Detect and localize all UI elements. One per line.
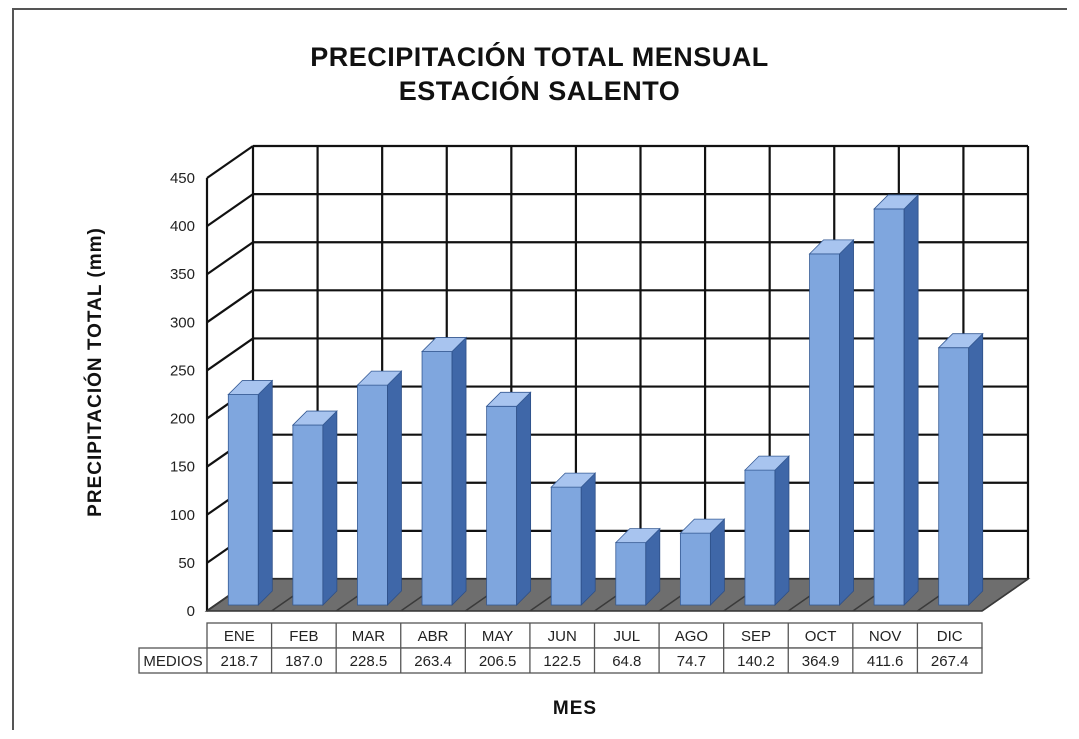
bar-front (809, 253, 840, 606)
y-axis-ticks: 0 50 100 150 200 250 300 350 400 450 (170, 170, 195, 620)
gridline-side (206, 337, 254, 372)
x-tick-label: MAY (482, 628, 513, 645)
bar-oct (808, 238, 855, 606)
chart-title-line-2: ESTACIÓN SALENTO (398, 76, 681, 106)
data-label: 263.4 (414, 653, 452, 670)
bar-side (709, 518, 725, 606)
data-label: 267.4 (931, 653, 969, 670)
bar-front (679, 532, 711, 606)
y-tick-label: 50 (178, 555, 195, 572)
chart-title-line-1: PRECIPITACIÓN TOTAL MENSUAL (310, 42, 769, 72)
gridline-side (206, 193, 254, 228)
data-label: 64.8 (612, 653, 641, 670)
bar-dic (937, 332, 984, 606)
x-axis-title: MES (553, 698, 597, 719)
bar-front (873, 208, 905, 606)
x-tick-label: ABR (418, 628, 449, 645)
x-tick-label: JUL (613, 628, 640, 645)
y-tick-label: 350 (170, 266, 195, 283)
gridline-side (206, 145, 254, 179)
bar-abr (421, 336, 468, 606)
bar-feb (291, 410, 338, 606)
bar-side (322, 410, 338, 606)
data-label: 206.5 (479, 653, 517, 670)
bar-side (516, 391, 532, 606)
bar-side (903, 193, 919, 606)
data-label: 187.0 (285, 653, 323, 670)
x-tick-label: ENE (224, 628, 255, 645)
bar-front (357, 384, 388, 606)
bar-may (485, 391, 532, 606)
bar-side (968, 332, 984, 606)
x-tick-label: SEP (741, 628, 771, 645)
data-label: 364.9 (802, 653, 840, 670)
bar-front (744, 469, 776, 606)
y-tick-label: 200 (170, 411, 195, 428)
x-tick-label: FEB (289, 628, 318, 645)
y-tick-label: 150 (170, 459, 195, 476)
x-tick-label: OCT (805, 628, 837, 645)
bar-ene (227, 379, 274, 606)
bar-side (451, 336, 467, 606)
bar-front (292, 424, 324, 606)
bar-top (614, 528, 661, 544)
gridline-side (206, 289, 254, 324)
table-series-name: MEDIOS (143, 653, 202, 670)
bar-side (387, 370, 402, 606)
chart-frame (12, 8, 1067, 730)
bar-nov (873, 193, 920, 606)
y-tick-label: 450 (170, 170, 195, 187)
data-label: 228.5 (350, 653, 388, 670)
data-table: MEDIOS ENE 218.7 FEB 187.0 MAR 228.5 ABR 263.4 MA… (138, 622, 983, 674)
table-value-row (138, 647, 983, 674)
bars (227, 193, 984, 606)
bar-top (421, 337, 468, 352)
x-tick-label: DIC (937, 628, 963, 645)
y-tick-label: 0 (187, 603, 195, 620)
bar-jun (550, 472, 597, 606)
bar-front (938, 347, 970, 606)
bar-front (421, 351, 453, 606)
data-label: 74.7 (677, 653, 706, 670)
y-tick-label: 100 (170, 507, 195, 524)
data-label: 218.7 (221, 653, 259, 670)
data-label: 411.6 (867, 653, 903, 670)
bar-side (839, 238, 854, 606)
bar-side (257, 379, 273, 606)
bar-side (580, 472, 596, 606)
bar-ago (679, 518, 726, 606)
bar-top (873, 194, 920, 210)
x-tick-label: JUN (548, 628, 577, 645)
bar-front (227, 394, 259, 606)
bar-top (743, 455, 790, 471)
y-tick-label: 250 (170, 362, 195, 379)
floor-divider (981, 578, 1029, 612)
bar-front (615, 542, 647, 606)
data-label: 140.2 (737, 653, 775, 670)
bar-top (291, 410, 338, 426)
bar-top (227, 380, 274, 395)
data-label: 122.5 (543, 653, 581, 670)
y-tick-label: 300 (170, 314, 195, 331)
y-axis-title: PRECIPITACIÓN TOTAL (mm) (84, 227, 106, 517)
bar-side (774, 455, 790, 606)
bar-top (550, 472, 597, 488)
bar-top (808, 239, 855, 255)
bar-front (550, 486, 582, 606)
bar-top (679, 518, 726, 534)
chart-title: PRECIPITACIÓN TOTAL MENSUAL ESTACIÓN SAL… (0, 40, 1079, 108)
bar-top (356, 370, 403, 386)
bar-front (486, 405, 518, 606)
bar-top (485, 391, 532, 407)
y-tick-label: 400 (170, 218, 195, 235)
bar-jul (614, 527, 661, 606)
x-tick-label: AGO (675, 628, 708, 645)
x-tick-label: MAR (352, 628, 386, 645)
bar-mar (356, 370, 403, 606)
bar-sep (743, 455, 790, 606)
bar-top (937, 333, 984, 349)
x-tick-label: NOV (869, 628, 902, 645)
gridline-side (206, 241, 254, 276)
